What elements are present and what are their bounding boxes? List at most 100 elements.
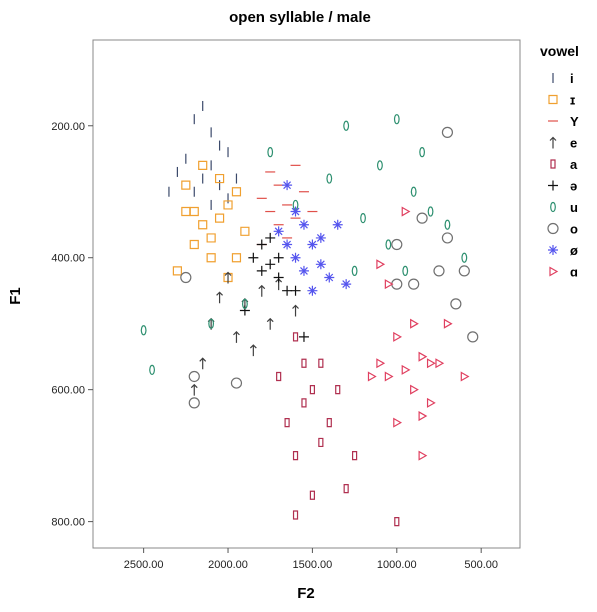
legend-marker (550, 201, 556, 213)
data-point (198, 160, 208, 170)
data-point (418, 450, 428, 461)
data-point (309, 490, 316, 500)
data-point (418, 351, 428, 362)
data-point (441, 232, 454, 244)
data-point (256, 239, 267, 250)
data-point (292, 510, 299, 520)
data-point (352, 451, 358, 461)
data-point (450, 298, 462, 310)
x-axis-label: F2 (297, 585, 315, 602)
data-point (292, 451, 299, 461)
legend-marker (550, 159, 556, 169)
legend-label: a (570, 157, 578, 172)
plot-area (92, 39, 521, 549)
data-point (282, 285, 293, 296)
x-tick-label: 500.00 (464, 559, 498, 571)
data-point (282, 239, 293, 250)
data-point (384, 279, 394, 290)
data-point (298, 331, 309, 342)
legend-title: vowel (540, 43, 579, 59)
data-point (239, 305, 250, 316)
data-point (242, 298, 248, 309)
legend-marker (549, 266, 559, 277)
data-point (180, 271, 192, 284)
data-point (385, 239, 392, 250)
x-tick-label: 2000.00 (208, 559, 248, 571)
data-point (410, 186, 417, 197)
data-point (419, 147, 426, 158)
legend-marker (548, 245, 558, 255)
data-point (214, 173, 225, 184)
data-point (435, 358, 445, 369)
data-point (214, 213, 225, 223)
data-point (393, 417, 403, 428)
legend-label: u (570, 200, 578, 215)
data-point (318, 358, 324, 368)
data-point (315, 232, 326, 243)
y-tick-label: 600.00 (51, 385, 85, 397)
data-point (309, 385, 316, 395)
data-point (427, 206, 434, 217)
data-point (460, 371, 470, 382)
data-point (206, 253, 216, 263)
data-point (416, 212, 428, 224)
legend-label: i (570, 71, 574, 86)
data-point (341, 279, 352, 290)
data-point (282, 180, 293, 191)
legend-marker (547, 222, 559, 235)
x-tick-label: 2500.00 (124, 559, 164, 571)
data-point (248, 252, 259, 263)
data-point (441, 126, 454, 138)
data-point (401, 206, 411, 217)
data-point (307, 285, 318, 296)
data-point (265, 259, 276, 270)
data-point (290, 252, 301, 263)
data-point (391, 238, 403, 251)
data-point (443, 318, 453, 329)
data-point (332, 219, 343, 230)
data-point (376, 358, 386, 369)
data-point (224, 271, 232, 284)
x-tick-label: 1000.00 (377, 559, 417, 571)
data-point (298, 219, 309, 230)
data-point (206, 233, 216, 243)
data-point (273, 272, 284, 283)
x-tick-label: 1500.00 (293, 559, 333, 571)
data-point (230, 377, 243, 389)
legend-label: ə (570, 179, 577, 194)
data-point (326, 173, 333, 184)
data-point (360, 213, 366, 224)
data-point (301, 358, 307, 368)
data-point (410, 318, 419, 329)
data-point (394, 517, 400, 527)
data-point (284, 418, 290, 428)
data-point (326, 418, 332, 428)
legend-label: e (570, 136, 577, 151)
legend-label: Y (570, 114, 579, 129)
legend-label: o (570, 222, 578, 237)
data-point (216, 291, 224, 304)
data-point (266, 317, 274, 330)
chart-title: open syllable / male (229, 9, 371, 26)
data-point (343, 120, 350, 131)
data-point (376, 259, 386, 270)
legend-marker (548, 180, 558, 191)
data-point (318, 437, 324, 448)
data-point (240, 226, 250, 236)
data-point (307, 239, 318, 250)
data-point (351, 265, 358, 277)
data-point (267, 147, 274, 158)
data-point (377, 160, 383, 171)
data-point (301, 398, 307, 408)
data-point (290, 206, 301, 217)
data-point (315, 259, 326, 270)
data-point (367, 371, 377, 382)
data-point (231, 253, 242, 263)
data-point (199, 357, 207, 370)
data-point (408, 278, 420, 290)
data-point (467, 331, 479, 343)
data-point (188, 397, 200, 409)
legend-label: ø (570, 243, 578, 258)
data-point (273, 226, 284, 237)
